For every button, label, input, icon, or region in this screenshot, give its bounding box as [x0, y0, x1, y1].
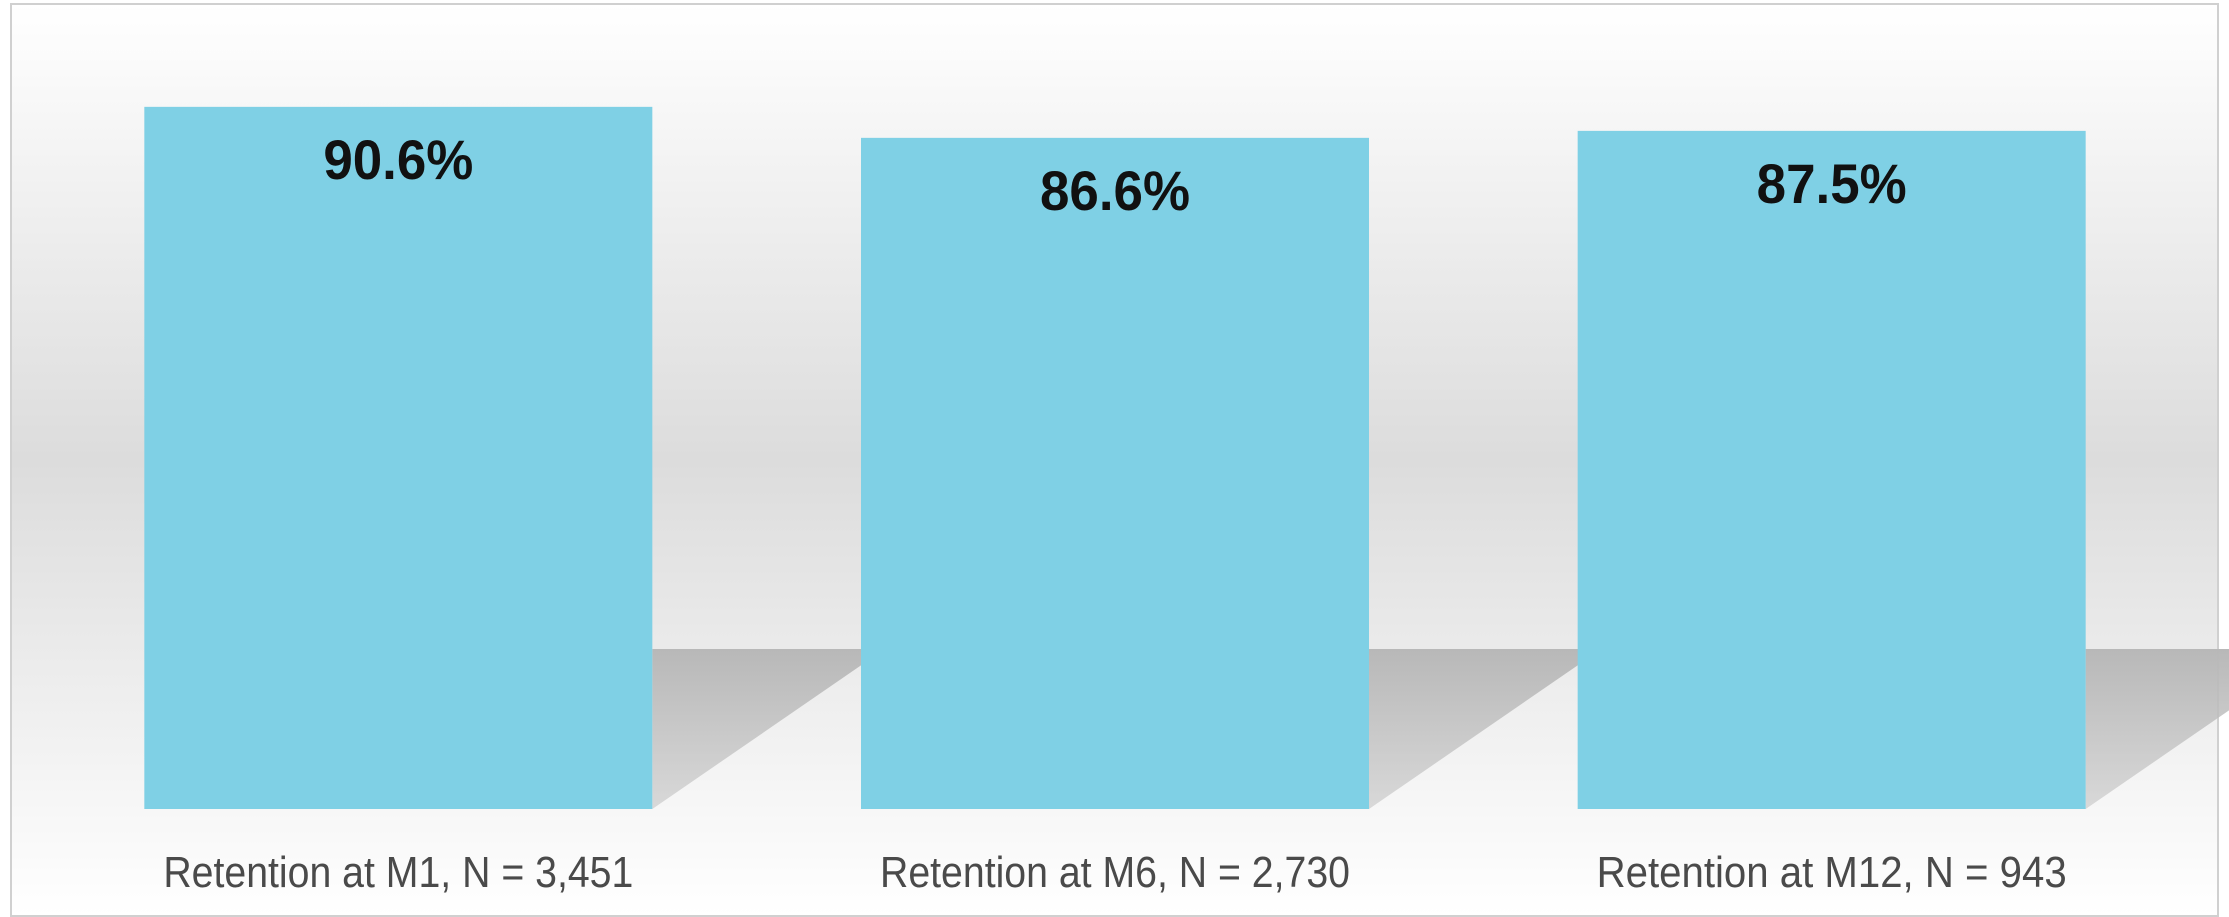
mark-layer: Retention at M1, N = 3,451 90.6% Retention… — [144, 106, 2086, 897]
x-tick-label: Retention at M6, N = 2,730 — [880, 848, 1350, 897]
x-tick-label: Retention at M12, N = 943 — [1597, 848, 2067, 897]
bar-shadow — [652, 649, 868, 809]
value-label: 90.6% — [323, 128, 473, 191]
value-label: 86.6% — [1040, 159, 1190, 222]
bar-shadow — [2085, 649, 2229, 809]
bar — [144, 106, 653, 810]
shadow-layer — [652, 649, 2229, 809]
bar-shadow — [1369, 649, 1584, 809]
x-tick-label: Retention at M1, N = 3,451 — [163, 848, 633, 897]
value-label: 87.5% — [1757, 152, 1907, 215]
bar — [861, 137, 1369, 810]
bar — [1577, 130, 2086, 809]
